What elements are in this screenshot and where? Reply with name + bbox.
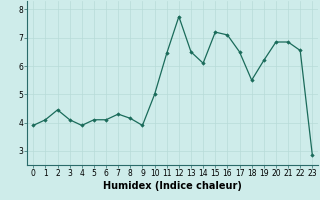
X-axis label: Humidex (Indice chaleur): Humidex (Indice chaleur) [103,181,242,191]
